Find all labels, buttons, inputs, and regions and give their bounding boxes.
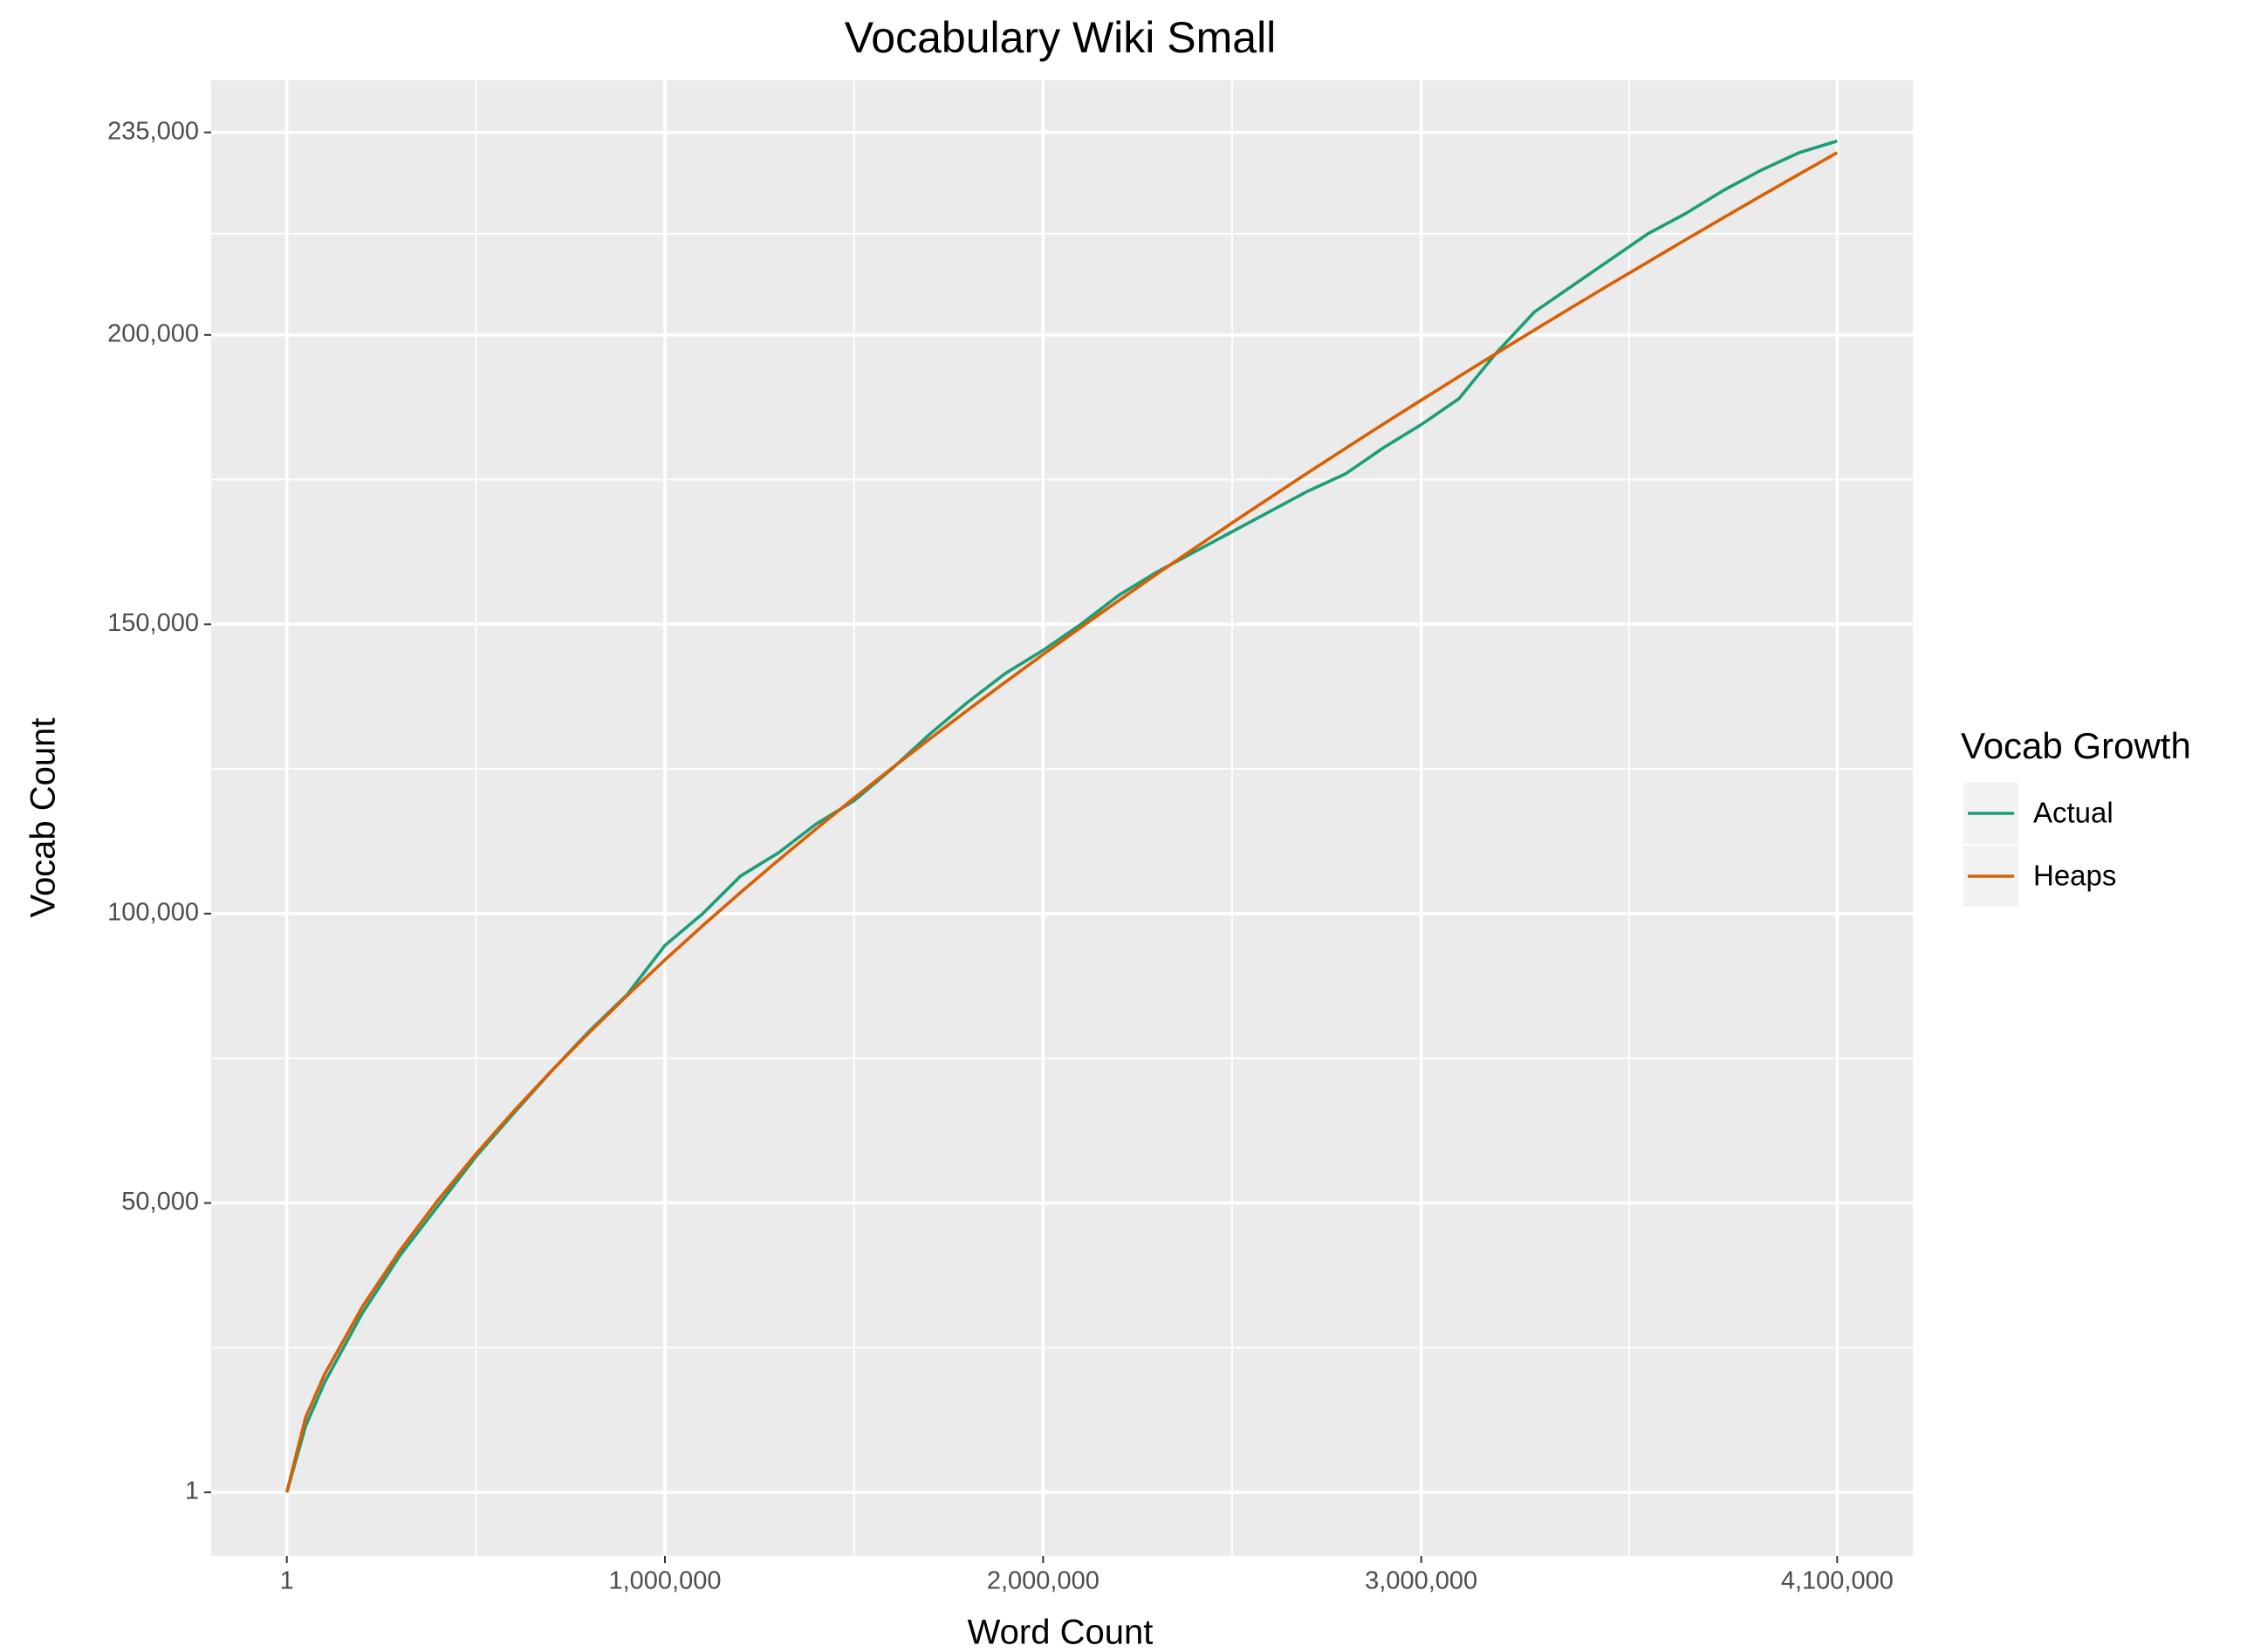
x-tick-label: 2,000,000	[987, 1567, 1100, 1595]
y-axis-title: Vocab Count	[24, 717, 63, 917]
x-tick-label: 1,000,000	[608, 1567, 721, 1595]
grid	[211, 80, 1913, 1556]
y-tick-label: 50,000	[121, 1188, 199, 1216]
x-axis-title: Word Count	[968, 1614, 1154, 1652]
y-tick-label: 235,000	[107, 117, 199, 145]
x-tick-label: 4,100,000	[1781, 1567, 1894, 1595]
legend-label: Heaps	[2033, 860, 2116, 892]
legend-title: Vocab Growth	[1961, 725, 2191, 766]
lines	[284, 139, 1839, 1493]
plot-panel	[211, 80, 1913, 1556]
legend: Vocab Growth Actual Heaps	[1961, 725, 2191, 907]
y-tick-label: 150,000	[107, 609, 199, 637]
y-tick-label: 1	[185, 1477, 199, 1505]
y-tick-label: 100,000	[107, 899, 199, 927]
x-tick-label: 1	[280, 1567, 294, 1595]
series-line	[284, 151, 1839, 1493]
y-tick-label: 200,000	[107, 319, 199, 347]
x-tick-label: 3,000,000	[1365, 1567, 1477, 1595]
axes: 1 1,000,000 2,000,000 3,000,000 4,100,000150…	[107, 117, 1894, 1594]
legend-label: Actual	[2033, 797, 2113, 829]
chart-title: Vocabulary Wiki Small	[845, 13, 1277, 62]
